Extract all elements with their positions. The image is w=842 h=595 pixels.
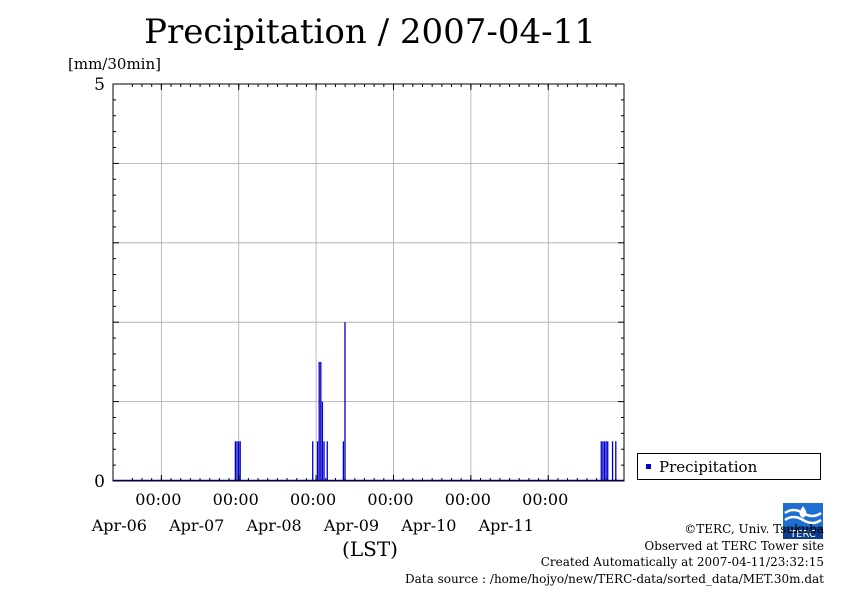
x-axis-label: (LST) — [342, 537, 398, 561]
axis-ticks — [113, 83, 624, 482]
x-time-tick-label-4: 00:00 — [445, 490, 491, 509]
precipitation-bar-16 — [605, 441, 607, 481]
precipitation-bar-18 — [611, 441, 614, 481]
x-time-tick-label-2: 00:00 — [290, 490, 336, 509]
x-date-label-2: Apr-08 — [246, 516, 302, 535]
y-tick-label-max: 5 — [94, 75, 105, 95]
precipitation-bar-3 — [239, 441, 241, 481]
x-date-label-0: Apr-06 — [91, 516, 147, 535]
precipitation-bar-12 — [344, 322, 346, 481]
precipitation-bar-2 — [237, 441, 240, 481]
data-source-text: Data source : /home/hojyo/new/TERC-data/… — [405, 571, 824, 586]
x-date-label-1: Apr-07 — [168, 516, 224, 535]
precipitation-bar-7 — [320, 361, 322, 481]
precipitation-bar-5 — [316, 441, 319, 481]
precipitation-bar-17 — [607, 441, 609, 481]
precipitation-bar-14 — [602, 441, 604, 481]
grid-lines — [113, 84, 624, 481]
legend-swatch-precipitation — [646, 464, 651, 469]
observed-site-text: Observed at TERC Tower site — [644, 538, 824, 553]
precipitation-bar-9 — [323, 441, 325, 481]
copyright-text: ©TERC, Univ. Tsukuba — [684, 522, 824, 536]
x-date-label-3: Apr-09 — [323, 516, 379, 535]
plot-frame — [112, 83, 625, 482]
precipitation-bar-19 — [615, 441, 617, 481]
credits-block: ©TERC, Univ. Tsukuba Observed at TERC To… — [405, 521, 824, 587]
precipitation-bar-6 — [318, 361, 320, 481]
precipitation-bar-4 — [312, 441, 314, 481]
precipitation-bar-1 — [236, 441, 238, 481]
y-axis-unit-label: [mm/30min] — [68, 55, 161, 73]
x-time-tick-label-1: 00:00 — [213, 490, 259, 509]
precipitation-bar-15 — [603, 441, 606, 481]
x-time-tick-label-0: 00:00 — [135, 490, 181, 509]
legend: Precipitation — [637, 453, 821, 480]
precipitation-bar-13 — [600, 441, 602, 481]
precipitation-bar-0 — [234, 441, 237, 481]
x-time-tick-label-5: 00:00 — [522, 490, 568, 509]
chart-title: Precipitation / 2007-04-11 — [144, 12, 596, 52]
x-date-label-5: Apr-11 — [478, 516, 534, 535]
created-timestamp-text: Created Automatically at 2007-04-11/23:3… — [540, 555, 824, 569]
precipitation-bar-11 — [342, 441, 345, 481]
logo-text: TERC — [789, 529, 816, 539]
y-tick-label-min: 0 — [94, 472, 105, 492]
legend-label-precipitation: Precipitation — [659, 457, 758, 476]
terc-logo-icon: TERC — [783, 503, 823, 539]
x-time-tick-label-3: 00:00 — [367, 490, 413, 509]
precipitation-bar-8 — [321, 401, 324, 481]
x-date-label-4: Apr-10 — [400, 516, 456, 535]
precipitation-bar-10 — [326, 441, 328, 481]
axis-labels: 00:00 Apr-06 00:00 Apr-07 00:00 Apr-08 00:00 Ap… — [91, 75, 569, 561]
